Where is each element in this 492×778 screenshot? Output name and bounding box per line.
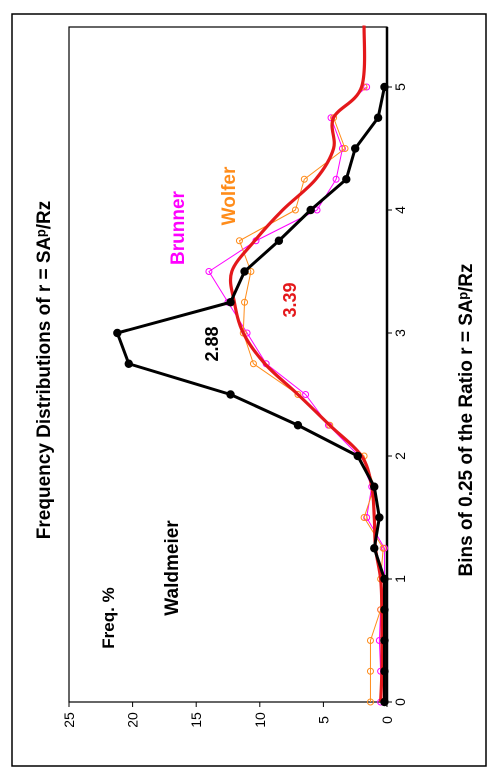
data-point-waldmeier	[226, 298, 235, 307]
data-point-wolfer	[294, 391, 302, 398]
y-axis-label: Freq. %	[99, 587, 118, 648]
data-point-wolfer	[241, 298, 249, 306]
data-point-waldmeier	[370, 482, 379, 491]
data-point-wolfer	[300, 175, 308, 183]
y-tick-label: 15	[188, 712, 204, 728]
series-label-wolfer: Wolfer	[219, 166, 240, 225]
data-point-waldmeier	[375, 513, 384, 522]
data-point-wolfer	[360, 514, 368, 521]
data-point-waldmeier	[353, 451, 362, 461]
x-tick-label: 2	[392, 452, 408, 460]
data-point-waldmeier	[113, 328, 122, 338]
data-point-wolfer	[326, 421, 334, 429]
y-tick-label: 10	[252, 712, 268, 728]
data-point-waldmeier	[370, 544, 379, 553]
x-tick-label: 5	[392, 83, 408, 91]
x-tick-label: 4	[392, 206, 408, 214]
chart-title: Frequency Distributions of r = SAᵖ/Rz	[34, 201, 55, 539]
y-tick-label: 20	[125, 712, 141, 728]
x-axis-label: Bins of 0.25 of the Ratio r = SAᵖ/Rz	[456, 263, 477, 576]
data-point-brunner	[332, 175, 340, 183]
data-point-waldmeier	[240, 267, 249, 276]
data-point-waldmeier	[293, 421, 303, 430]
data-point-waldmeier	[380, 605, 389, 614]
data-point-wolfer	[235, 237, 243, 245]
data-point-waldmeier	[342, 175, 351, 184]
data-point-waldmeier	[380, 667, 389, 676]
series-label-brunner: Brunner	[168, 190, 189, 265]
y-tick-label: 5	[315, 716, 331, 724]
series-label-waldmeier: Waldmeier	[162, 520, 183, 616]
data-point-waldmeier	[351, 144, 360, 153]
data-point-waldmeier	[274, 236, 284, 245]
y-tick-label: 0	[379, 716, 395, 724]
annotation-fit-peak: 3.39	[280, 282, 300, 317]
x-tick-label: 1	[392, 575, 408, 583]
data-point-waldmeier	[373, 113, 383, 122]
data-point-wolfer	[366, 637, 374, 644]
data-point-wolfer	[366, 698, 374, 706]
annotation-waldmeier-peak: 2.88	[202, 326, 222, 361]
data-point-waldmeier	[380, 574, 389, 584]
data-point-wolfer	[366, 667, 374, 675]
data-point-waldmeier	[380, 636, 389, 645]
data-point-waldmeier	[124, 359, 133, 368]
data-point-waldmeier	[380, 697, 389, 707]
data-point-wolfer	[379, 544, 387, 552]
data-point-wolfer	[291, 206, 299, 214]
x-tick-label: 0	[392, 698, 408, 706]
data-point-waldmeier	[226, 390, 235, 399]
data-point-brunner	[302, 391, 310, 398]
data-point-wolfer	[341, 145, 349, 152]
x-tick-label: 3	[392, 329, 408, 337]
data-point-brunner	[205, 268, 213, 275]
y-tick-label: 25	[61, 712, 77, 728]
data-point-wolfer	[249, 360, 257, 368]
data-point-waldmeier	[306, 205, 315, 215]
data-point-waldmeier	[380, 82, 389, 92]
series-line-fit	[228, 25, 384, 703]
